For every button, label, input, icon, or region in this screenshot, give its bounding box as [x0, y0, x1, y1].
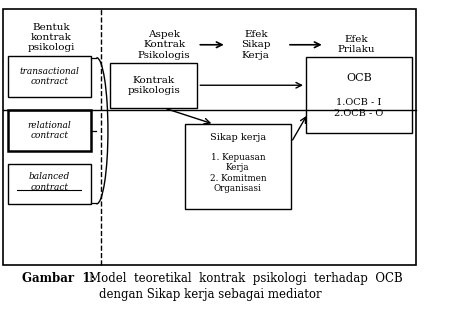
FancyBboxPatch shape [8, 164, 91, 204]
Text: Gambar  1:: Gambar 1: [22, 272, 95, 286]
FancyBboxPatch shape [8, 110, 91, 151]
Text: Kontrak
psikologis: Kontrak psikologis [127, 76, 180, 95]
FancyBboxPatch shape [8, 55, 91, 97]
FancyBboxPatch shape [306, 57, 412, 133]
FancyBboxPatch shape [4, 9, 416, 265]
Text: Efek
Sikap
Kerja: Efek Sikap Kerja [241, 30, 271, 60]
Text: balanced
contract: balanced contract [29, 172, 70, 192]
Text: relational
contract: relational contract [27, 121, 71, 140]
Text: Model  teoretikal  kontrak  psikologi  terhadap  OCB: Model teoretikal kontrak psikologi terha… [89, 272, 403, 286]
Text: Bentuk
kontrak
psikologi: Bentuk kontrak psikologi [28, 23, 75, 52]
Text: OCB: OCB [346, 73, 372, 83]
Text: Efek
Prilaku: Efek Prilaku [337, 35, 374, 55]
Text: transactional
contract: transactional contract [20, 67, 79, 86]
Text: dengan Sikap kerja sebagai mediator: dengan Sikap kerja sebagai mediator [99, 288, 321, 301]
FancyBboxPatch shape [185, 124, 291, 209]
Text: Sikap kerja: Sikap kerja [210, 133, 266, 142]
Text: Aspek
Kontrak
Psikologis: Aspek Kontrak Psikologis [138, 30, 190, 60]
Text: 1.OCB - I
2.OCB - O: 1.OCB - I 2.OCB - O [334, 98, 384, 118]
FancyBboxPatch shape [110, 63, 197, 108]
Text: 1. Kepuasan
Kerja
2. Komitmen
Organisasi: 1. Kepuasan Kerja 2. Komitmen Organisasi [210, 153, 266, 193]
